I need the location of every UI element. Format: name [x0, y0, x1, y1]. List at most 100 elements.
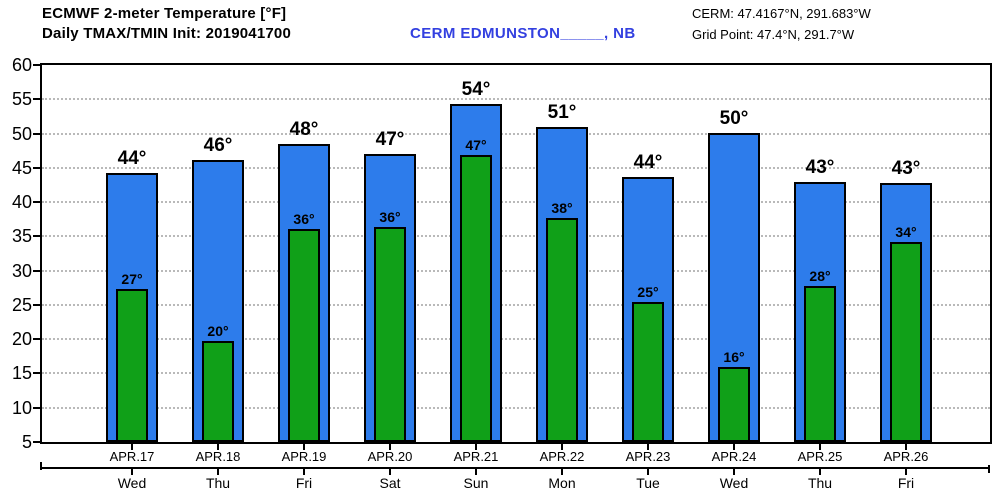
tmax-value-label: 44°	[633, 152, 663, 174]
tmin-value-label: 36°	[293, 210, 315, 227]
date-label: APR.25	[797, 449, 843, 464]
tmin-bar	[890, 241, 922, 442]
tmin-bar	[460, 154, 492, 442]
tmin-value-label: 36°	[379, 209, 401, 226]
cerm-coordinates: CERM: 47.4167°N, 291.683°W	[692, 6, 871, 21]
tmax-value-label: 43°	[891, 157, 921, 179]
tmin-bar	[202, 340, 234, 442]
weekday-label: Wed	[117, 475, 147, 491]
weekday-axis-endcap	[988, 465, 990, 473]
y-axis-label: 10	[11, 397, 32, 418]
weekday-label: Mon	[548, 475, 576, 491]
weekday-label: Thu	[205, 475, 231, 491]
gridline	[42, 132, 990, 135]
y-axis-tick	[33, 372, 40, 375]
plot-area: 44° 27° 46° 20° 48° 36° 47° 36° 54° 47° 51° 38° 44° 2…	[40, 63, 992, 444]
date-axis-tick	[217, 444, 219, 450]
gridline	[42, 303, 990, 306]
chart-subtitle: Daily TMAX/TMIN Init: 2019041700	[42, 25, 291, 42]
chart-title: ECMWF 2-meter Temperature [°F]	[42, 5, 287, 22]
date-axis-tick	[905, 444, 907, 450]
date-axis-tick	[131, 444, 133, 450]
weekday-axis-tick	[819, 467, 821, 475]
date-label: APR.26	[883, 449, 929, 464]
date-axis-tick	[819, 444, 821, 450]
y-axis-tick	[33, 201, 40, 204]
tmax-value-label: 50°	[719, 107, 749, 129]
tmin-bar	[804, 286, 836, 442]
date-axis-tick	[475, 444, 477, 450]
y-axis-tick	[33, 269, 40, 272]
tmin-bar	[116, 289, 148, 442]
y-axis-tick	[33, 441, 40, 443]
y-axis-tick	[33, 303, 40, 306]
gridline	[42, 338, 990, 341]
gridline	[42, 372, 990, 375]
weekday-label: Thu	[807, 475, 833, 491]
weekday-axis-tick	[217, 467, 219, 475]
y-axis-label: 60	[11, 55, 32, 75]
date-label: APR.20	[367, 449, 413, 464]
weekday-axis-tick	[647, 467, 649, 475]
y-axis-label: 15	[11, 363, 32, 384]
date-label: APR.17	[109, 449, 155, 464]
y-axis-label: 35	[11, 226, 32, 247]
gridline	[42, 406, 990, 409]
y-axis-label: 5	[21, 432, 32, 452]
gridline	[42, 166, 990, 169]
tmin-value-label: 34°	[895, 223, 917, 240]
gridline	[42, 98, 990, 101]
weekday-axis-tick	[131, 467, 133, 475]
y-axis-label: 20	[11, 329, 32, 350]
tmax-value-label: 46°	[203, 135, 233, 157]
y-axis-tick	[33, 166, 40, 169]
tmin-bar	[546, 217, 578, 442]
tmin-bar	[632, 302, 664, 442]
date-axis-tick	[389, 444, 391, 450]
date-axis-tick	[733, 444, 735, 450]
date-axis-tick	[303, 444, 305, 450]
gridline	[42, 269, 990, 272]
date-label: APR.23	[625, 449, 671, 464]
y-axis-tick	[33, 406, 40, 409]
weekday-axis-tick	[733, 467, 735, 475]
date-label: APR.19	[281, 449, 327, 464]
tmax-value-label: 43°	[805, 156, 835, 178]
tmin-bar	[288, 228, 320, 442]
y-axis-label: 55	[11, 89, 32, 110]
tmin-value-label: 16°	[723, 348, 745, 365]
tmax-value-label: 54°	[461, 79, 491, 101]
tmax-value-label: 44°	[117, 147, 147, 169]
tmin-bar	[374, 227, 406, 442]
weekday-axis-tick	[389, 467, 391, 475]
weekday-label: Wed	[719, 475, 749, 491]
date-label: APR.21	[453, 449, 499, 464]
y-axis-tick	[33, 235, 40, 238]
weekday-axis-line	[40, 467, 990, 469]
weekday-label: Tue	[636, 475, 660, 491]
weekday-label: Sat	[379, 475, 401, 491]
date-label: APR.24	[711, 449, 757, 464]
weekday-axis-tick	[561, 467, 563, 475]
tmin-value-label: 38°	[551, 199, 573, 216]
tmin-value-label: 25°	[637, 284, 659, 301]
tmax-value-label: 51°	[547, 102, 577, 124]
date-label: APR.18	[195, 449, 241, 464]
y-axis-label: 25	[11, 294, 32, 315]
tmin-value-label: 28°	[809, 268, 831, 285]
y-axis-tick	[33, 98, 40, 101]
weekday-label: Sun	[463, 475, 489, 491]
weekday-axis-tick	[475, 467, 477, 475]
y-axis-label: 50	[11, 123, 32, 144]
station-name: CERM EDMUNSTON_____, NB	[410, 25, 636, 42]
tmin-value-label: 20°	[207, 322, 229, 339]
gridline	[42, 235, 990, 238]
tmax-value-label: 48°	[289, 118, 319, 140]
y-axis-tick	[33, 338, 40, 341]
y-axis-label: 30	[11, 260, 32, 281]
weekday-axis-tick	[303, 467, 305, 475]
y-axis-label: 45	[11, 157, 32, 178]
gridline	[42, 201, 990, 204]
date-axis-tick	[647, 444, 649, 450]
date-label: APR.22	[539, 449, 585, 464]
